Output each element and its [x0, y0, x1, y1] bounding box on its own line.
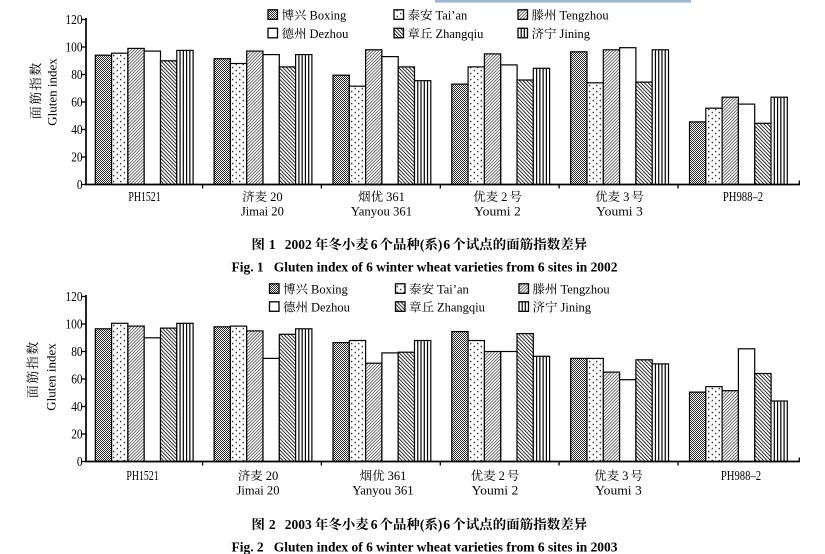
svg-text:3: 3 [623, 190, 629, 204]
svg-text:2: 2 [269, 517, 276, 532]
svg-text:PH1521: PH1521 [128, 190, 160, 205]
svg-text:100: 100 [65, 318, 82, 333]
svg-text:60: 60 [71, 96, 82, 111]
svg-text:60: 60 [71, 373, 82, 388]
svg-text:Fig. 2 Gluten index of 6 win: Fig. 2 Gluten index of 6 winter wheat va… [232, 541, 618, 554]
svg-text:1: 1 [269, 237, 276, 252]
svg-text:Boxing: Boxing [310, 9, 348, 23]
svg-text:Jimai 20: Jimai 20 [237, 483, 280, 498]
svg-text:Jining: Jining [561, 301, 592, 315]
svg-text:6: 6 [371, 517, 378, 532]
svg-text:0: 0 [77, 455, 83, 470]
svg-text:6: 6 [443, 237, 450, 252]
svg-text:20: 20 [71, 151, 82, 166]
svg-text:6: 6 [443, 517, 450, 532]
svg-text:361: 361 [388, 469, 407, 483]
svg-text:(: ( [420, 237, 425, 252]
svg-text:80: 80 [71, 345, 82, 360]
svg-text:6: 6 [371, 237, 378, 252]
svg-text:Gluten index: Gluten index [45, 58, 60, 126]
svg-text:Fig. 1 Gluten index of 6 win: Fig. 1 Gluten index of 6 winter wheat va… [232, 261, 618, 276]
svg-text:PH988–2: PH988–2 [723, 190, 763, 205]
svg-text:Tengzhou: Tengzhou [560, 9, 610, 23]
svg-text:2002: 2002 [285, 237, 312, 252]
svg-text:40: 40 [71, 400, 82, 415]
svg-text:Jining: Jining [560, 27, 591, 41]
svg-text:Boxing: Boxing [311, 283, 349, 297]
svg-text:): ) [438, 237, 443, 252]
svg-text:20: 20 [71, 428, 82, 443]
svg-text:Zhangqiu: Zhangqiu [436, 27, 485, 41]
svg-text:Dezhou: Dezhou [310, 27, 350, 41]
svg-text:Tengzhou: Tengzhou [561, 283, 611, 297]
svg-text:Tai’an: Tai’an [436, 9, 468, 23]
svg-text:PH1521: PH1521 [126, 469, 158, 484]
svg-text:20: 20 [266, 469, 279, 483]
svg-text:Youmi 3: Youmi 3 [595, 483, 642, 498]
svg-text:3: 3 [622, 469, 628, 483]
svg-text:): ) [438, 517, 443, 532]
svg-text:Gluten index: Gluten index [44, 343, 59, 411]
svg-text:Yanyou 361: Yanyou 361 [352, 483, 413, 498]
svg-text:Dezhou: Dezhou [311, 301, 351, 315]
svg-text:Youmi 2: Youmi 2 [474, 204, 521, 219]
svg-text:361: 361 [386, 190, 405, 204]
svg-text:120: 120 [65, 290, 82, 305]
svg-text:2: 2 [501, 190, 507, 204]
svg-text:80: 80 [71, 68, 82, 83]
svg-text:Zhangqiu: Zhangqiu [437, 301, 486, 315]
svg-text:Jimai 20: Jimai 20 [241, 204, 284, 219]
svg-text:100: 100 [65, 41, 82, 56]
svg-text:Youmi 2: Youmi 2 [472, 483, 519, 498]
svg-text:2: 2 [499, 469, 505, 483]
svg-text:40: 40 [71, 123, 82, 138]
svg-text:Yanyou 361: Yanyou 361 [351, 204, 412, 219]
svg-text:2003: 2003 [285, 517, 312, 532]
svg-text:20: 20 [270, 190, 283, 204]
svg-text:0: 0 [77, 178, 83, 193]
svg-text:PH988–2: PH988–2 [721, 469, 761, 484]
svg-text:120: 120 [65, 13, 82, 28]
svg-text:(: ( [420, 517, 425, 532]
svg-text:Tai’an: Tai’an [437, 283, 469, 297]
svg-text:Youmi 3: Youmi 3 [596, 204, 643, 219]
